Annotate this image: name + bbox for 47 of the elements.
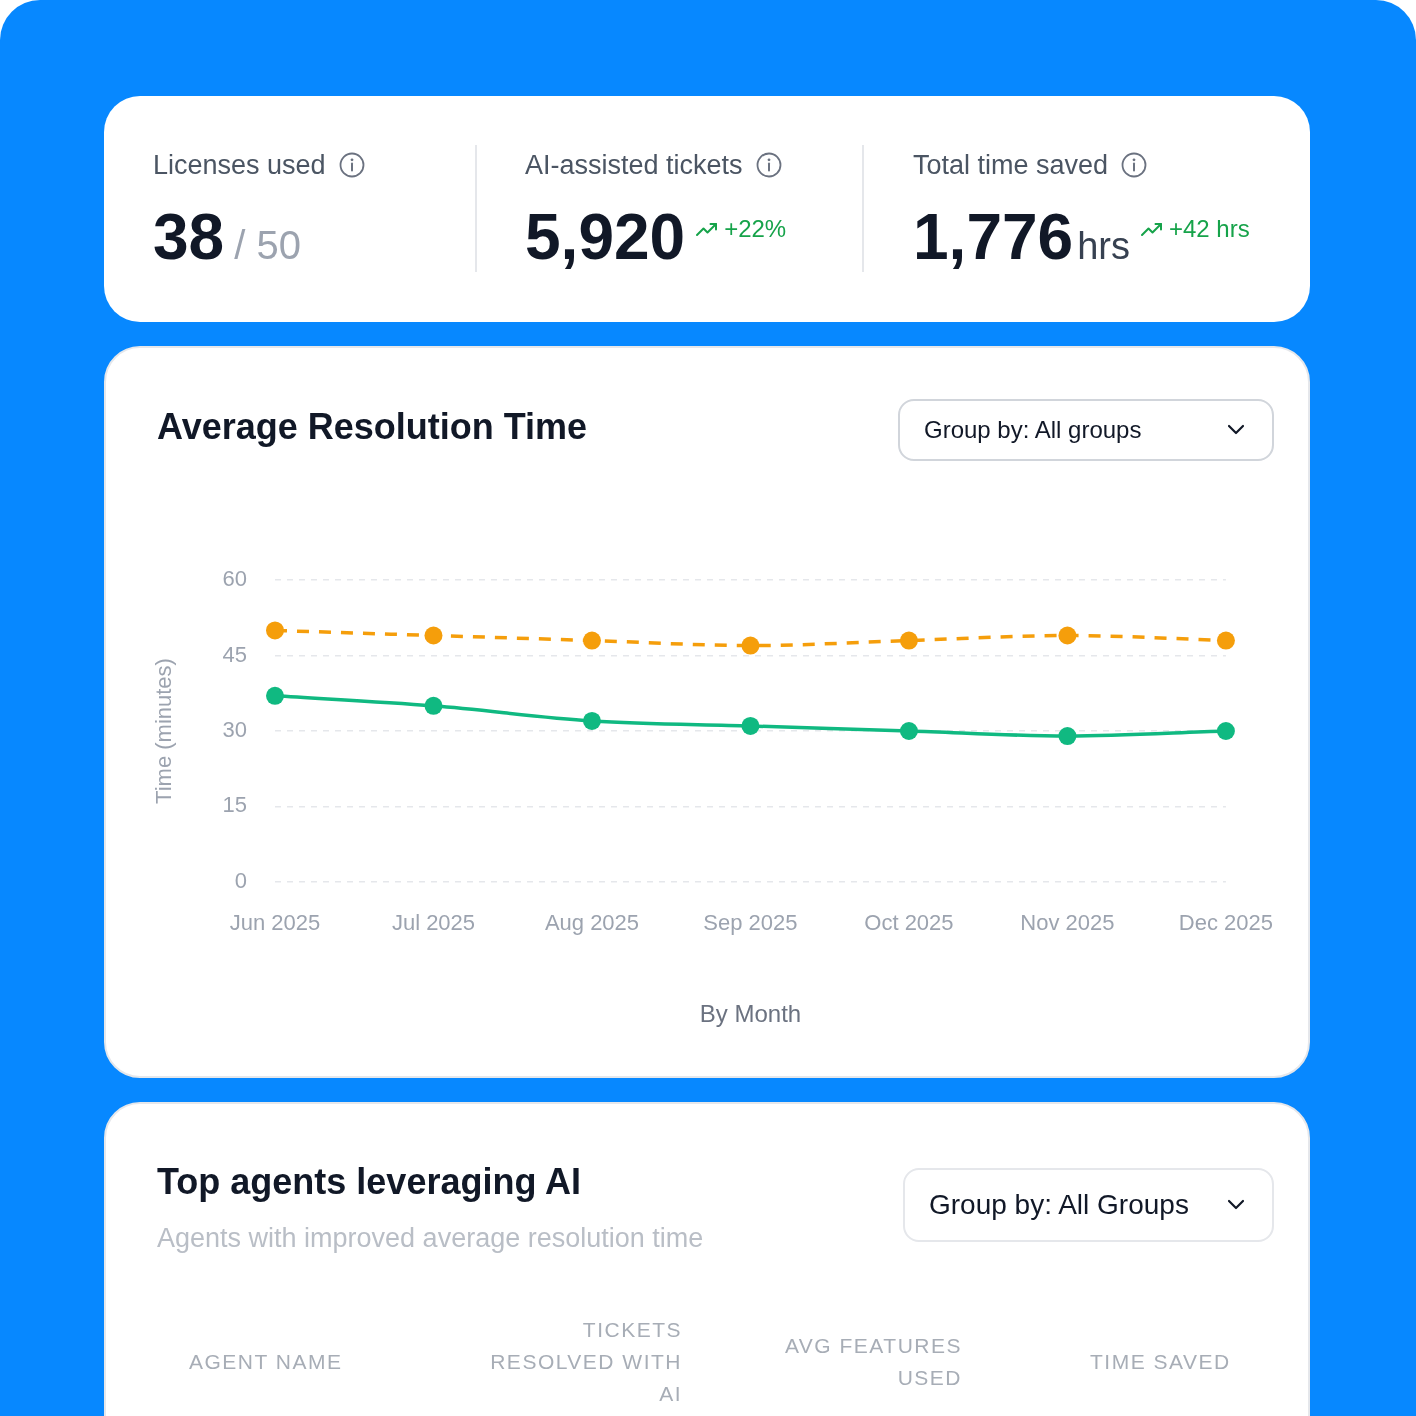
point (1216, 631, 1235, 650)
dropdown: Group by: All Groups (903, 1168, 1274, 1242)
text: / 50 (234, 223, 301, 268)
point (266, 621, 284, 640)
y-tick-label: 60 (222, 566, 247, 592)
y-tick-label: 0 (234, 867, 247, 893)
text: 38 (153, 201, 225, 273)
x-tick-label: Nov 2025 (1020, 910, 1115, 936)
x-tick-label: Oct 2025 (864, 910, 954, 936)
y-tick-label: 15 (222, 792, 247, 818)
point (1216, 722, 1235, 740)
text: hrs (1077, 225, 1130, 268)
x-tick-label: Jun 2025 (229, 910, 321, 936)
text: Agents with improved average resolution time (157, 1222, 704, 1254)
y-axis-title: Time (minutes) (151, 658, 177, 804)
point (582, 711, 601, 730)
point (424, 626, 443, 645)
x-tick-label: Dec 2025 (1178, 910, 1274, 936)
text: 5,920 (525, 201, 686, 273)
text: +22% (724, 215, 787, 243)
text: Licenses used (153, 149, 326, 181)
chart-title: Average Resolution Time (157, 406, 588, 448)
x-tick-label: Jul 2025 (391, 910, 476, 936)
point (266, 686, 284, 705)
text: AI-assisted tickets (525, 149, 743, 181)
point (899, 722, 918, 740)
y-tick-label: 45 (222, 641, 247, 667)
point (424, 696, 443, 715)
point (899, 631, 918, 650)
text: TIME SAVED (1090, 1350, 1231, 1373)
x-axis-title: By Month (699, 1000, 802, 1028)
text: +42 hrs (1168, 215, 1250, 243)
text: Total time saved (913, 149, 1109, 181)
text: TICKETS RESOLVED WITH AI (490, 1318, 682, 1405)
text: AGENT NAME (189, 1350, 343, 1373)
x-tick-label: Aug 2025 (544, 910, 640, 936)
text: AVG FEATURES USED (784, 1334, 962, 1389)
y-tick-label: 30 (222, 717, 247, 743)
dropdown: Group by: All groups (898, 399, 1274, 461)
x-tick-label: Sep 2025 (703, 910, 798, 936)
point (582, 631, 601, 650)
point (1058, 727, 1077, 746)
point (1058, 626, 1077, 645)
text: Top agents leveraging AI (157, 1161, 582, 1203)
text: 1,776 (913, 201, 1074, 273)
point (741, 716, 760, 735)
point (741, 636, 760, 655)
